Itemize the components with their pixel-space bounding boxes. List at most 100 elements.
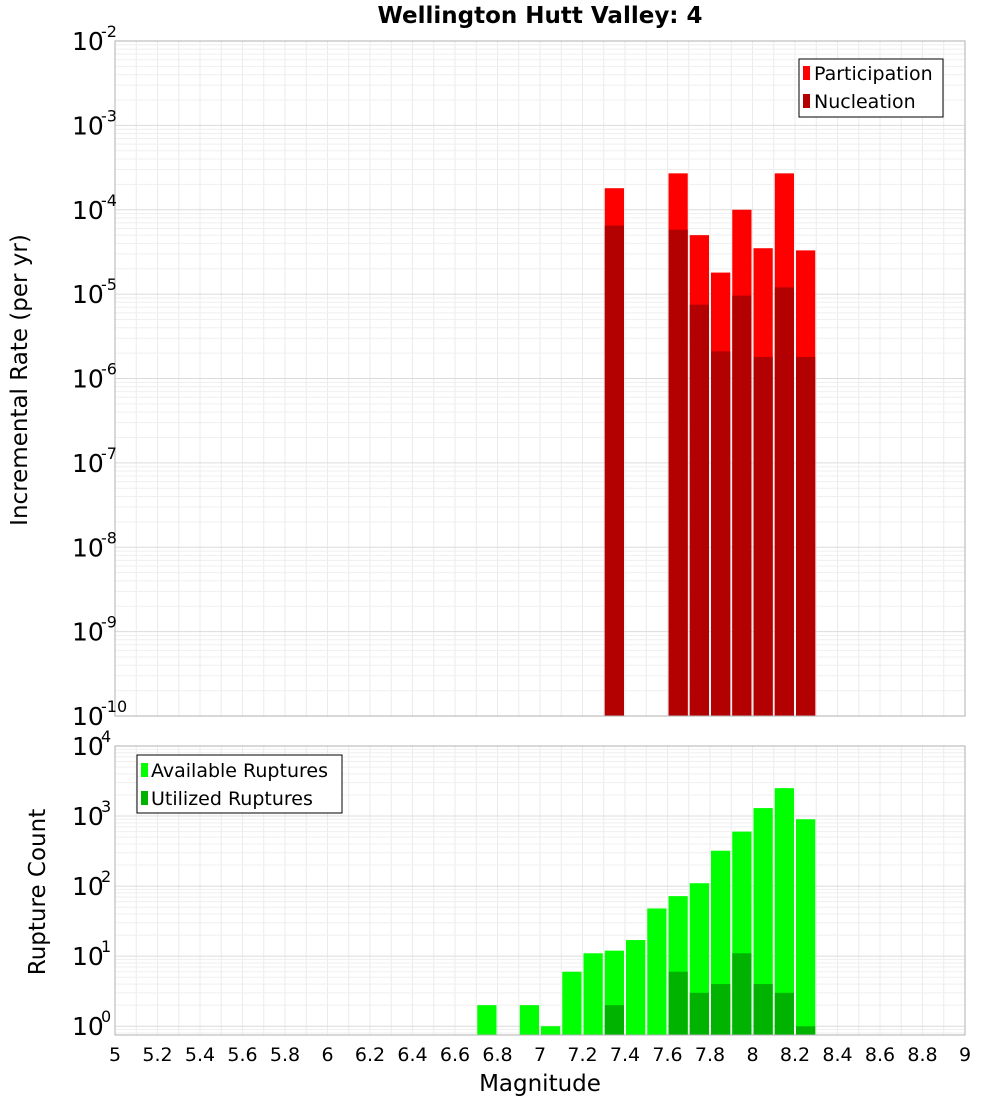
bar-nucleation <box>774 287 794 716</box>
top-bars <box>604 173 816 717</box>
bar-nucleation <box>753 356 773 716</box>
legend-swatch-utilized-ruptures <box>141 791 148 805</box>
y-tick-label: 10 <box>72 1012 104 1041</box>
legend-label-nucleation: Nucleation <box>814 91 916 113</box>
bar-available-ruptures <box>562 971 582 1035</box>
bar-available-ruptures <box>626 940 646 1035</box>
y-tick-label: 10 <box>72 802 104 831</box>
top-legend: Participation Nucleation <box>798 58 944 118</box>
bar-available-ruptures <box>647 908 667 1035</box>
chart-title: Wellington Hutt Valley: 4 <box>377 3 702 29</box>
x-tick-label: 7.6 <box>652 1044 682 1066</box>
legend-label-available-ruptures: Available Ruptures <box>151 760 328 782</box>
x-tick-label: 6.4 <box>397 1044 427 1066</box>
legend-swatch-available-ruptures <box>141 763 148 777</box>
y-tick-exponent: -6 <box>101 360 117 379</box>
legend-label-utilized-ruptures: Utilized Ruptures <box>151 788 313 810</box>
y-tick-exponent: 3 <box>101 797 111 816</box>
y-tick-exponent: -5 <box>101 275 117 294</box>
x-tick-label: 6.8 <box>482 1044 512 1066</box>
bar-nucleation <box>732 295 752 716</box>
y-tick-exponent: -7 <box>101 444 117 463</box>
bar-utilized-ruptures <box>796 1026 816 1035</box>
bar-nucleation <box>711 351 731 716</box>
bottom-legend: Available Ruptures Utilized Ruptures <box>136 754 343 814</box>
bar-available-ruptures <box>541 1026 561 1035</box>
y-tick-label: 10 <box>72 618 104 647</box>
bar-utilized-ruptures <box>604 1005 624 1035</box>
bar-available-ruptures <box>774 788 794 1035</box>
top-legend-box <box>798 58 944 118</box>
legend-swatch-participation <box>803 66 810 80</box>
x-tick-label: 7.4 <box>610 1044 640 1066</box>
bar-available-ruptures <box>796 819 816 1035</box>
y-tick-exponent: 0 <box>101 1007 111 1026</box>
y-tick-label: 10 <box>72 449 104 478</box>
y-tick-exponent: -2 <box>101 22 117 41</box>
x-tick-label: 8 <box>746 1044 758 1066</box>
y-tick-exponent: -3 <box>101 106 117 125</box>
x-tick-label: 5.6 <box>227 1044 257 1066</box>
x-tick-label: 8.8 <box>907 1044 937 1066</box>
x-tick-label: 6.6 <box>440 1044 470 1066</box>
top-plot-area <box>114 40 966 717</box>
legend-label-participation: Participation <box>814 63 933 85</box>
x-tick-label: 5.8 <box>270 1044 300 1066</box>
bar-utilized-ruptures <box>668 971 688 1035</box>
y-tick-label: 10 <box>72 732 104 761</box>
y-tick-label: 10 <box>72 27 104 56</box>
y-tick-label: 10 <box>72 196 104 225</box>
bar-nucleation <box>689 304 709 716</box>
bottom-y-axis-label: Rupture Count <box>25 809 51 975</box>
y-tick-label: 10 <box>72 280 104 309</box>
bar-utilized-ruptures <box>689 992 709 1035</box>
x-tick-label: 8.6 <box>865 1044 895 1066</box>
x-tick-label: 9 <box>959 1044 971 1066</box>
y-tick-label: 10 <box>72 872 104 901</box>
x-axis-label: Magnitude <box>479 1071 601 1097</box>
bar-utilized-ruptures <box>711 984 731 1035</box>
bar-available-ruptures <box>519 1005 539 1035</box>
x-tick-label: 6 <box>321 1044 333 1066</box>
top-gridlines <box>114 40 966 717</box>
bar-available-ruptures <box>477 1005 497 1035</box>
y-tick-exponent: -9 <box>101 613 117 632</box>
bar-utilized-ruptures <box>732 953 752 1035</box>
x-tick-label: 5.2 <box>142 1044 172 1066</box>
y-tick-label: 10 <box>72 942 104 971</box>
x-tick-label: 5 <box>109 1044 121 1066</box>
bottom-bars <box>477 788 816 1035</box>
x-tick-label: 8.4 <box>822 1044 852 1066</box>
bar-available-ruptures <box>753 808 773 1035</box>
y-tick-label: 10 <box>72 702 104 731</box>
y-tick-exponent: 2 <box>101 867 111 886</box>
bar-available-ruptures <box>583 953 603 1035</box>
y-tick-exponent: 4 <box>101 727 111 746</box>
bar-nucleation <box>668 229 688 717</box>
y-tick-label: 10 <box>72 365 104 394</box>
y-tick-label: 10 <box>72 111 104 140</box>
legend-swatch-nucleation <box>803 94 810 108</box>
top-y-axis-label: Incremental Rate (per yr) <box>7 234 33 526</box>
x-tick-label: 8.2 <box>780 1044 810 1066</box>
x-tick-label: 7.8 <box>695 1044 725 1066</box>
y-tick-exponent: -4 <box>101 191 117 210</box>
bar-nucleation <box>796 356 816 716</box>
x-tick-label: 6.2 <box>355 1044 385 1066</box>
x-tick-labels: 5 5.2 5.4 5.6 5.8 6 6.2 6.4 6.6 6.8 7 7.2 7.4 7.6 7.8 8… <box>109 1044 971 1066</box>
bottom-legend-box <box>136 754 343 814</box>
top-plot-frame <box>114 40 966 717</box>
y-tick-exponent: -10 <box>101 697 127 716</box>
bar-utilized-ruptures <box>774 992 794 1035</box>
bar-nucleation <box>604 225 624 716</box>
x-tick-label: 7 <box>534 1044 546 1066</box>
x-tick-label: 5.4 <box>185 1044 215 1066</box>
bar-utilized-ruptures <box>753 984 773 1035</box>
bottom-plot-frame <box>114 745 966 1036</box>
y-tick-exponent: -8 <box>101 528 117 547</box>
y-tick-exponent: 1 <box>101 937 111 956</box>
y-tick-label: 10 <box>72 533 104 562</box>
